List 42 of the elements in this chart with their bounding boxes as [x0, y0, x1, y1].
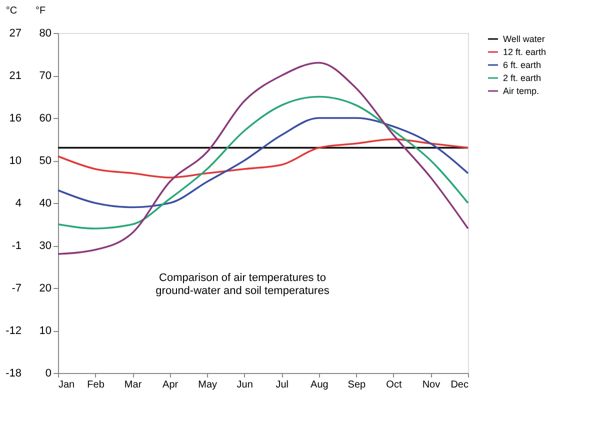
y-tick-label: 70 [39, 70, 52, 82]
line-series [57, 96, 469, 230]
x-tick-label: Feb [87, 380, 105, 390]
y-tick-label: 10 [39, 325, 52, 337]
x-tick-label: Jan [58, 380, 75, 390]
legend-label: 6 ft. earth [503, 60, 542, 70]
x-tick-label: Mar [124, 380, 142, 390]
x-tick-label: Jun [236, 380, 253, 390]
x-tick-label: Jul [276, 380, 289, 390]
legend-label: Air temp. [503, 86, 540, 96]
y-tick-label: 60 [39, 112, 52, 124]
y2-tick-label: 10 [9, 155, 22, 168]
y-axis-title: °F [35, 6, 46, 16]
y-tick-label: 40 [39, 198, 52, 210]
legend-label: 2 ft. earth [503, 73, 542, 83]
x-tick-label: Aug [310, 380, 328, 390]
annotation: Comparison of air temperatures to ground-water and soil temperatures [156, 272, 330, 297]
y-tick-label: 20 [39, 282, 52, 294]
legend-label: Well water [503, 34, 545, 44]
y2-tick-label: 27 [9, 28, 22, 40]
y2-tick-label: 4 [15, 198, 22, 210]
x-tick-label: Sep [348, 380, 366, 390]
line-series [57, 62, 469, 255]
y2-tick-label: 21 [9, 70, 22, 82]
x-tick-label: Nov [422, 380, 440, 390]
y2-tick-label: -1 [12, 240, 22, 252]
legend-label: 12 ft. earth [503, 47, 546, 57]
y-tick-label: 30 [39, 240, 52, 252]
y2-tick-label: -12 [6, 324, 22, 337]
y-tick-label: 0 [45, 368, 52, 380]
y2-tick-label: -18 [6, 368, 22, 380]
y2-axis-title: °C [6, 6, 18, 16]
line-series [57, 138, 469, 178]
y-tick-label: 50 [39, 155, 52, 167]
x-tick-label: Oct [386, 380, 402, 390]
x-tick-label: Dec [450, 380, 468, 390]
x-tick-label: May [198, 380, 218, 390]
x-tick-label: Apr [162, 380, 179, 390]
y-tick-label: 80 [39, 28, 52, 40]
line-series [57, 117, 469, 208]
y2-tick-label: -7 [12, 282, 22, 295]
y2-tick-label: 16 [9, 112, 22, 124]
